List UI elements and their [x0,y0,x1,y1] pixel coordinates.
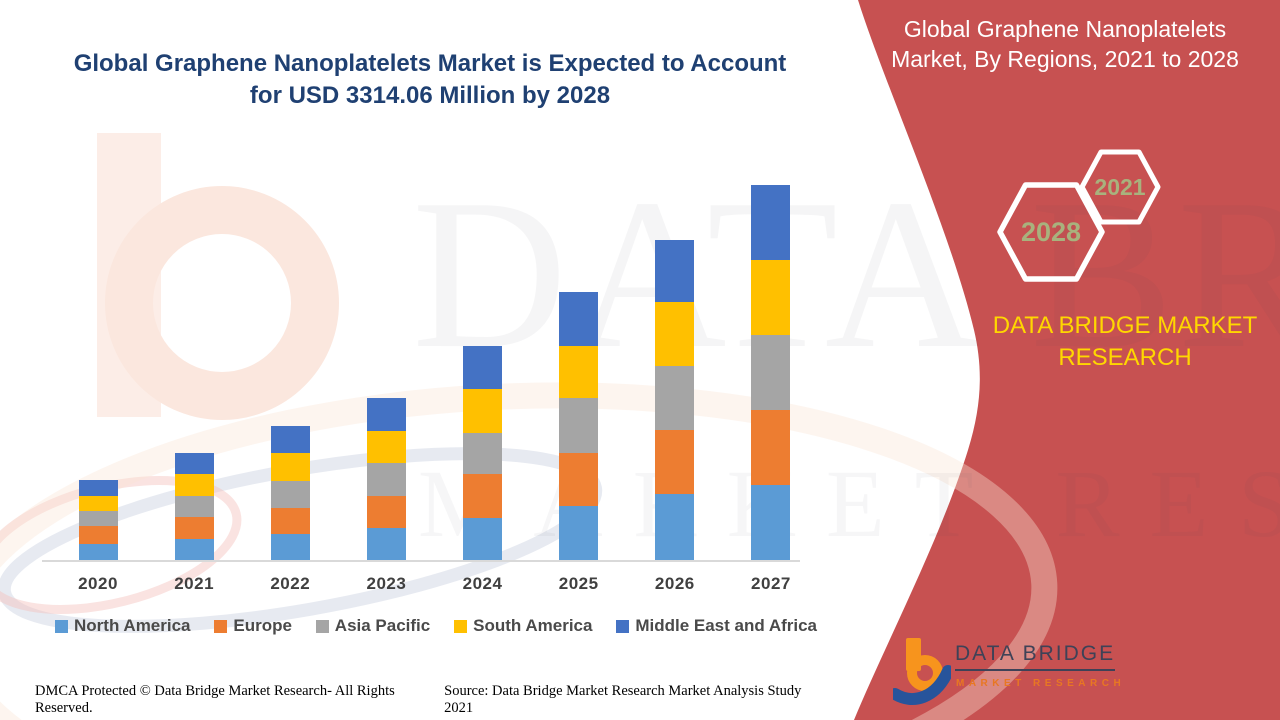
bar-segment-2021-europe [174,517,214,539]
brand-name-line1: DATA BRIDGE MARKET [992,312,1258,339]
bar-segment-2024-south-america [463,389,503,433]
bar-segment-2020-europe [78,526,118,544]
legend-item-north-america: North America [55,616,191,636]
stacked-bar-chart: 2020 2021 2022 2023 2024 2025 2026 2027 [42,160,800,593]
bar-segment-2026-middle-east-and-africa [655,240,695,302]
bar-segment-2025-europe [559,453,599,506]
brand-name-line2: RESEARCH [1058,344,1192,371]
bar-segment-2025-south-america [559,346,599,398]
legend-swatch [55,619,68,633]
legend-label: Europe [233,616,292,635]
hexagon-2028 [997,182,1105,282]
x-axis-label-2024: 2024 [462,574,503,593]
legend-label: North America [74,616,191,635]
bar-segment-2022-north-america [270,534,310,560]
bar-segment-2027-asia-pacific [751,335,791,410]
logo-wordmark: DATA BRIDGE [955,642,1116,671]
side-panel-title-line1: Global Graphene Nanoplatelets [903,16,1227,42]
bar-segment-2025-north-america [559,506,599,560]
x-axis-label-2027: 2027 [751,574,791,593]
company-logo-icon [893,638,951,705]
bar-segment-2022-europe [270,508,310,534]
bar-2026 [655,240,695,560]
hexagon-badges [997,149,1161,282]
bar-segment-2025-asia-pacific [559,398,599,453]
bar-segment-2023-asia-pacific [366,463,406,496]
bar-2024 [463,346,503,560]
x-axis-label-2021: 2021 [174,574,215,593]
bar-segment-2024-asia-pacific [463,433,503,474]
bar-segment-2022-asia-pacific [270,481,310,508]
bar-2021 [174,453,214,560]
legend-item-south-america: South America [454,616,592,636]
bar-2022 [270,426,310,560]
bar-2020 [78,480,118,560]
bar-segment-2026-asia-pacific [655,366,695,430]
side-panel-title-line2: Market, By Regions, 2021 to 2028 [891,46,1239,72]
chart-legend: North America Europe Asia Pacific South Ame… [55,616,817,636]
hexagon-2028-label: 2028 [1020,217,1082,247]
bar-segment-2022-middle-east-and-africa [270,426,310,453]
legend-swatch [214,619,228,633]
legend-swatch [616,619,630,633]
bar-segment-2023-middle-east-and-africa [366,398,406,431]
logo-tagline: MARKET RESEARCH [956,678,1126,689]
footer: DMCA Protected © Data Bridge Market Rese… [35,683,823,717]
bar-segment-2027-north-america [751,485,791,560]
hexagon-2021-label: 2021 [1094,174,1146,200]
chart-title: Global Graphene Nanoplatelets Market is … [50,48,810,112]
legend-swatch [454,619,468,633]
legend-label: South America [473,616,593,635]
bar-2025 [559,292,599,560]
bar-segment-2024-middle-east-and-africa [463,346,503,389]
bar-segment-2023-europe [366,496,406,528]
bar-segment-2021-middle-east-and-africa [174,453,214,474]
legend-label: Middle East and Africa [635,616,817,635]
brand-name-text: DATA BRIDGE MARKET RESEARCH [955,310,1280,374]
source-note: Source: Data Bridge Market Research Mark… [444,683,802,716]
dmca-notice: DMCA Protected © Data Bridge Market Rese… [35,683,395,716]
bar-segment-2025-middle-east-and-africa [559,292,599,346]
legend-swatch [315,619,329,633]
bar-segment-2023-north-america [366,528,406,560]
bar-segment-2020-asia-pacific [78,511,118,526]
x-axis-label-2025: 2025 [558,574,599,593]
legend-item-middle-east-and-africa: Middle East and Africa [616,616,817,636]
bar-segment-2020-north-america [78,544,118,560]
bar-segment-2020-middle-east-and-africa [78,480,118,496]
bar-segment-2026-north-america [655,494,695,560]
legend-label: Asia Pacific [334,616,431,635]
bar-segment-2023-south-america [366,431,406,463]
bar-segment-2027-middle-east-and-africa [751,185,791,260]
chart-title-line1: Global Graphene Nanoplatelets Market is … [73,50,787,77]
bar-segment-2020-south-america [78,496,118,511]
bar-segment-2027-europe [751,410,791,485]
legend-item-europe: Europe [214,616,292,636]
bar-segment-2021-asia-pacific [174,496,214,517]
company-logo: DATA BRIDGE MARKET RESEARCH [893,636,1133,708]
legend-item-asia-pacific: Asia Pacific [315,616,431,636]
chart-title-line2: for USD 3314.06 Million by 2028 [249,82,611,109]
bar-segment-2022-south-america [270,453,310,481]
bar-segment-2021-south-america [174,474,214,496]
bar-segment-2024-europe [463,474,503,518]
x-axis-label-2026: 2026 [654,574,695,593]
bar-segment-2027-south-america [751,260,791,335]
bar-segment-2026-south-america [655,302,695,366]
bar-segment-2021-north-america [174,539,214,560]
x-axis-label-2022: 2022 [270,574,311,593]
side-panel-title: Global Graphene Nanoplatelets Market, By… [872,14,1258,74]
bar-2027 [751,185,791,560]
x-axis-label-2020: 2020 [78,574,118,593]
bar-segment-2024-north-america [463,518,503,560]
bar-2023 [366,398,406,560]
bar-segment-2026-europe [655,430,695,494]
x-axis-label-2023: 2023 [366,574,407,593]
hexagon-2021 [1079,149,1161,225]
